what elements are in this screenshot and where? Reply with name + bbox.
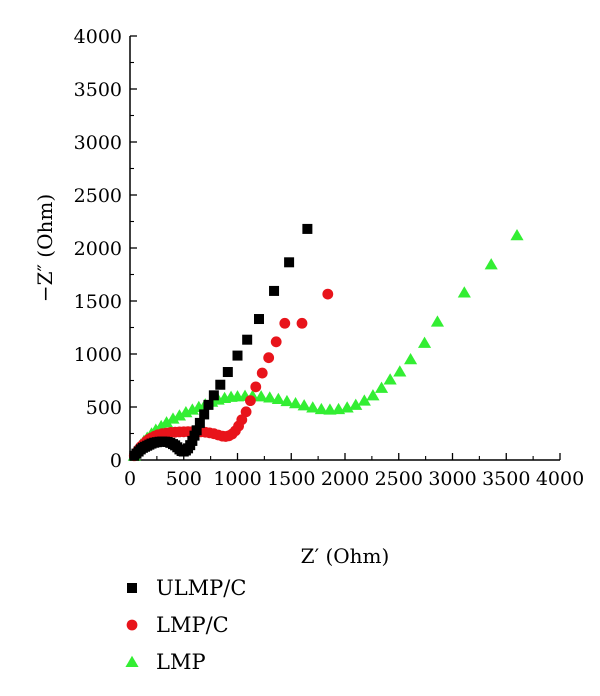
x-tick-label: 3500 [482,468,530,490]
data-point-triangle [288,397,303,409]
x-tick-label: 4000 [536,468,584,490]
data-point-triangle [271,392,285,405]
y-axis: 0 500 1000 1500 2000 2500 3000 3500 4000 [74,26,137,472]
data-point-triangle [125,655,139,667]
data-point-circle [250,381,262,393]
data-point-triangle [457,286,471,298]
data-point-triangle [349,398,363,410]
legend-label: LMP/C [156,613,229,637]
legend-label: ULMP/C [156,576,246,600]
data-point-square [232,350,243,361]
y-tick-label: 500 [86,397,122,419]
legend-item: ULMP/C [127,576,246,600]
legend-label: LMP [156,650,206,674]
data-point-triangle [323,403,337,415]
data-point-square [208,390,219,401]
data-point-circle [126,619,138,631]
data-point-triangle [374,381,389,393]
data-point-square [191,425,202,436]
y-tick-label: 3000 [74,132,122,154]
data-point-square [269,285,280,296]
data-point-triangle [263,391,277,403]
data-point-circle [245,395,256,407]
x-tick-label: 2500 [375,468,423,490]
data-point-square [189,430,200,441]
data-point-circle [236,414,248,426]
data-point-triangle [366,389,380,401]
data-point-circle [296,317,308,329]
y-tick-label: 1000 [74,344,122,366]
y-tick-label: 4000 [74,26,122,48]
series-ulmp-c [129,223,313,461]
data-point-triangle [159,416,174,428]
legend-item: LMP [125,650,206,674]
x-tick-label: 0 [124,468,136,490]
data-point-square [203,399,214,410]
data-point-circle [322,288,334,300]
legend: ULMP/C LMP/C LMP [125,576,246,674]
y-tick-label: 0 [110,450,122,472]
x-tick-label: 500 [166,468,202,490]
data-point-triangle [393,365,407,377]
data-point-square [284,257,295,268]
x-axis-title: Z′ (Ohm) [301,544,390,568]
data-point-triangle [484,258,498,270]
data-point-triangle [166,412,180,424]
data-point-triangle [417,336,432,348]
data-point-square [242,334,253,345]
data-point-square [222,367,233,378]
data-point-triangle [314,402,328,415]
data-point-square [302,223,313,234]
data-point-triangle [306,401,320,413]
y-tick-label: 2500 [74,185,122,207]
data-point-square [215,379,226,390]
data-point-square [194,417,205,428]
legend-item: LMP/C [126,613,229,637]
data-point-circle [256,367,268,379]
data-point-square [254,314,264,325]
data-point-circle [240,406,252,418]
x-tick-label: 1000 [213,468,261,490]
data-point-square [127,583,137,593]
data-point-triangle [510,229,524,241]
data-point-triangle [357,394,371,406]
y-tick-label: 3500 [74,79,122,101]
x-tick-label: 3000 [428,468,476,490]
series-lmp [127,229,524,461]
data-point-triangle [254,390,268,402]
data-point-triangle [430,315,445,327]
data-point-triangle [404,353,418,365]
data-point-circle [263,352,275,364]
data-point-circle [270,336,282,348]
data-point-triangle [383,373,397,385]
y-axis-title: −Z″ (Ohm) [33,194,57,302]
data-point-triangle [297,399,311,411]
plot-series [127,223,524,462]
x-tick-label: 2000 [321,468,369,490]
data-point-triangle [280,394,294,407]
data-point-circle [279,317,291,329]
y-tick-label: 2000 [74,238,122,260]
x-tick-label: 1500 [267,468,315,490]
data-point-square [187,435,198,446]
data-point-triangle [172,409,187,421]
x-axis: 0 500 1000 1500 2000 2500 3000 3500 4000 [124,453,584,490]
y-tick-label: 1500 [74,291,122,313]
data-point-square [199,409,210,420]
